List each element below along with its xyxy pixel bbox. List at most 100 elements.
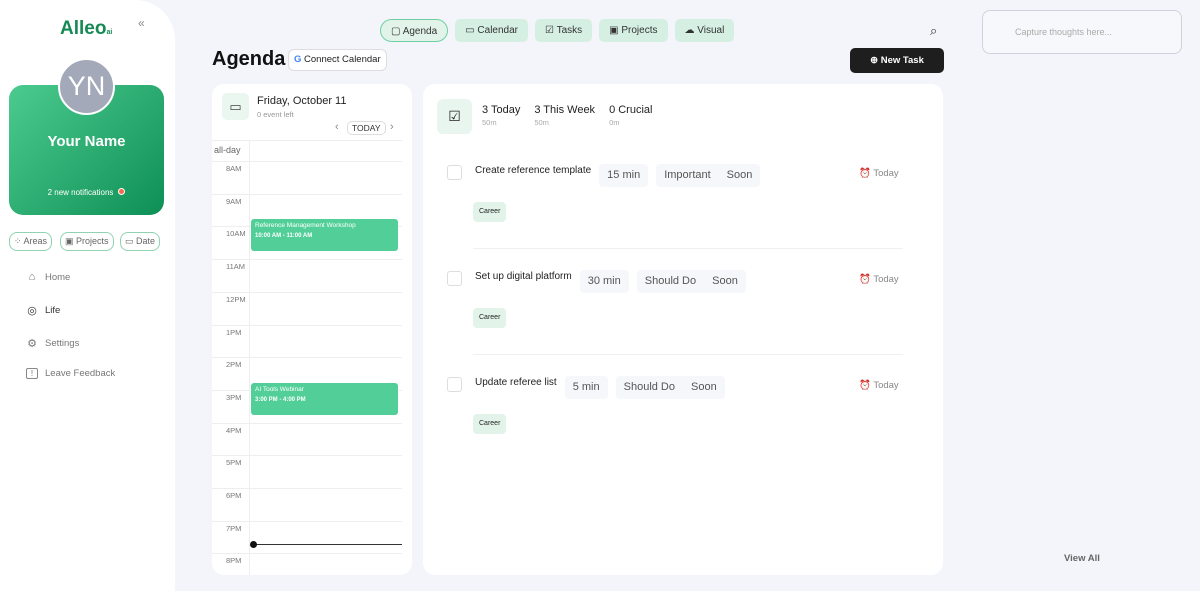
task-divider — [473, 354, 903, 355]
task-tag[interactable]: Career — [473, 308, 507, 328]
task-checkbox[interactable] — [447, 271, 462, 286]
tasks-check-icon: ☑ — [437, 99, 472, 134]
tab-agenda[interactable]: ▢ Agenda — [380, 19, 449, 42]
sidebar-item-feedback[interactable]: ! Leave Feedback — [26, 368, 115, 379]
task-priority[interactable]: Should Do — [623, 381, 675, 393]
event-title: Reference Management Workshop — [255, 222, 356, 230]
task-when[interactable]: Soon — [726, 169, 753, 181]
task-priority[interactable]: Should Do — [644, 275, 697, 287]
today-button[interactable]: TODAY — [347, 121, 386, 135]
view-all-link[interactable]: View All — [1064, 553, 1100, 564]
projects-icon: ▣ — [609, 25, 619, 36]
hour-label: 1PM — [226, 327, 242, 337]
hour-row: 5PM — [212, 455, 402, 467]
hour-row: 11AM — [212, 259, 402, 271]
task-when[interactable]: Soon — [712, 275, 738, 287]
sidebar-item-settings[interactable]: ⚙ Settings — [26, 337, 79, 350]
hour-label: 9AM — [226, 196, 242, 206]
tab-label: Projects — [621, 25, 658, 36]
stat-today[interactable]: 3 Today 50m — [482, 104, 520, 127]
calendar-event[interactable]: Reference Management Workshop 10:00 AM - … — [251, 219, 398, 252]
tab-visual[interactable]: ☁ Visual — [674, 19, 735, 42]
logo-text: Alleo — [60, 18, 107, 39]
stat-sub: 0m — [609, 118, 620, 127]
connect-calendar-button[interactable]: G Connect Calendar — [288, 49, 387, 71]
alarm-clock-icon: ⏰ — [859, 380, 871, 391]
capture-placeholder: Capture thoughts here... — [1015, 27, 1113, 37]
tab-calendar[interactable]: ▭ Calendar — [455, 19, 528, 42]
new-task-button[interactable]: ⊕ New Task — [850, 48, 944, 73]
checkbox-icon: ☑ — [545, 25, 554, 36]
calendar-icon: ▭ — [465, 25, 475, 36]
hour-row: 12PM — [212, 291, 402, 304]
day-calendar: ▭ Friday, October 11 0 event left ‹ TODA… — [212, 84, 412, 575]
hour-label: 4PM — [226, 425, 242, 435]
task-name[interactable]: Create reference template — [475, 165, 592, 176]
hour-row: 1PM — [212, 324, 402, 337]
filter-areas[interactable]: ⁘ Areas — [9, 232, 53, 251]
capture-thoughts-input[interactable]: Capture thoughts here... — [982, 10, 1182, 54]
sidebar-item-home[interactable]: ⌂ Home — [26, 271, 71, 283]
task-due[interactable]: ⏰ Today — [859, 274, 899, 285]
task-item: Set up digital platform 30 min Should Do… — [423, 190, 943, 355]
sidebar: Alleoai « YN Your Name 2 new notificatio… — [0, 0, 175, 591]
task-checkbox[interactable] — [447, 165, 462, 180]
due-label: Today — [873, 168, 899, 179]
hour-label: 10AM — [226, 229, 246, 239]
calendar-event[interactable]: AI Tools Webinar 3:00 PM - 4:00 PM — [251, 382, 398, 415]
task-checkbox[interactable] — [447, 377, 462, 392]
prev-day-button[interactable]: ‹ — [335, 121, 339, 133]
calendar-icon: ▭ — [222, 93, 249, 120]
filter-label: Areas — [23, 236, 48, 246]
hour-row: 4PM — [212, 422, 402, 435]
target-icon: ◎ — [27, 305, 37, 317]
task-priority-group: Should Do Soon — [636, 270, 746, 293]
gear-icon: ⚙ — [27, 338, 37, 350]
task-due[interactable]: ⏰ Today — [859, 168, 899, 179]
logo: Alleoai — [60, 18, 112, 40]
stat-week[interactable]: 3 This Week 50m — [534, 104, 595, 127]
stat-label: 0 Crucial — [609, 104, 653, 116]
calendar-divider — [212, 140, 402, 141]
task-priority[interactable]: Important — [664, 169, 711, 181]
filter-projects[interactable]: ▣ Projects — [60, 232, 114, 251]
task-when[interactable]: Soon — [691, 381, 717, 393]
task-name[interactable]: Set up digital platform — [475, 271, 572, 282]
page-title: Agenda — [212, 48, 286, 70]
task-duration[interactable]: 5 min — [564, 376, 608, 399]
task-tag[interactable]: Career — [473, 414, 507, 434]
tasks-panel: ☑ 3 Today 50m 3 This Week 50m 0 Crucial 0m … — [423, 84, 943, 575]
task-tag[interactable]: Career — [473, 202, 507, 222]
collapse-sidebar-button[interactable]: « — [138, 16, 145, 30]
tab-tasks[interactable]: ☑ Tasks — [535, 19, 593, 42]
plus-circle-icon: ⊕ — [870, 55, 879, 66]
notifications[interactable]: 2 new notifications — [9, 188, 164, 197]
tab-projects[interactable]: ▣ Projects — [599, 19, 668, 42]
stat-crucial[interactable]: 0 Crucial 0m — [609, 104, 652, 127]
hour-label: 8AM — [226, 164, 242, 173]
event-time: 10:00 AM - 11:00 AM — [255, 233, 313, 240]
sidebar-item-label: Settings — [45, 338, 80, 349]
avatar[interactable]: YN — [58, 58, 115, 115]
hour-row: 8PM — [212, 553, 402, 565]
sidebar-item-label: Home — [45, 271, 71, 283]
task-due[interactable]: ⏰ Today — [859, 380, 899, 391]
stat-label: 3 Today — [482, 104, 521, 116]
search-icon[interactable]: ⌕ — [930, 23, 938, 38]
filter-date[interactable]: ▭ Date — [120, 232, 161, 251]
task-name[interactable]: Update referee list — [475, 377, 557, 388]
sidebar-item-label: Life — [45, 305, 61, 316]
next-day-button[interactable]: › — [390, 121, 394, 133]
agenda-icon: ▢ — [391, 26, 401, 37]
task-duration[interactable]: 15 min — [599, 164, 649, 187]
profile-name: Your Name — [47, 133, 126, 150]
alarm-clock-icon: ⏰ — [859, 168, 871, 179]
connect-calendar-label: Connect Calendar — [304, 54, 381, 65]
tab-label: Tasks — [556, 25, 583, 36]
notification-dot-icon — [118, 188, 126, 195]
notifications-text: 2 new notifications — [47, 188, 114, 197]
sidebar-item-life[interactable]: ◎ Life — [26, 304, 60, 317]
task-row: Set up digital platform 30 min Should Do… — [475, 270, 746, 293]
new-task-label: New Task — [880, 55, 924, 66]
task-duration[interactable]: 30 min — [579, 270, 629, 293]
